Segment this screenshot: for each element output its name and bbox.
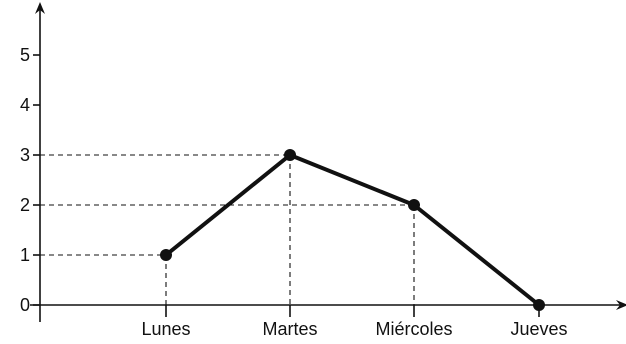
y-ticks: 0 1 2 3 4 5 xyxy=(20,45,40,315)
data-point xyxy=(408,199,420,211)
data-point xyxy=(284,149,296,161)
axes xyxy=(30,8,622,322)
x-tick-label: Martes xyxy=(262,319,317,339)
y-tick-label: 5 xyxy=(20,45,30,65)
x-tick-label: Jueves xyxy=(510,319,567,339)
y-tick-label: 3 xyxy=(20,145,30,165)
y-tick-label: 1 xyxy=(20,245,30,265)
x-ticks: Lunes Martes Miércoles Jueves xyxy=(141,305,567,339)
guide-lines xyxy=(40,155,414,305)
data-point xyxy=(160,249,172,261)
series-line xyxy=(166,155,539,305)
data-point xyxy=(533,299,545,311)
y-tick-label: 2 xyxy=(20,195,30,215)
x-tick-label: Miércoles xyxy=(375,319,452,339)
y-tick-label: 4 xyxy=(20,95,30,115)
x-tick-label: Lunes xyxy=(141,319,190,339)
y-tick-label: 0 xyxy=(20,295,30,315)
data-points xyxy=(160,149,545,311)
